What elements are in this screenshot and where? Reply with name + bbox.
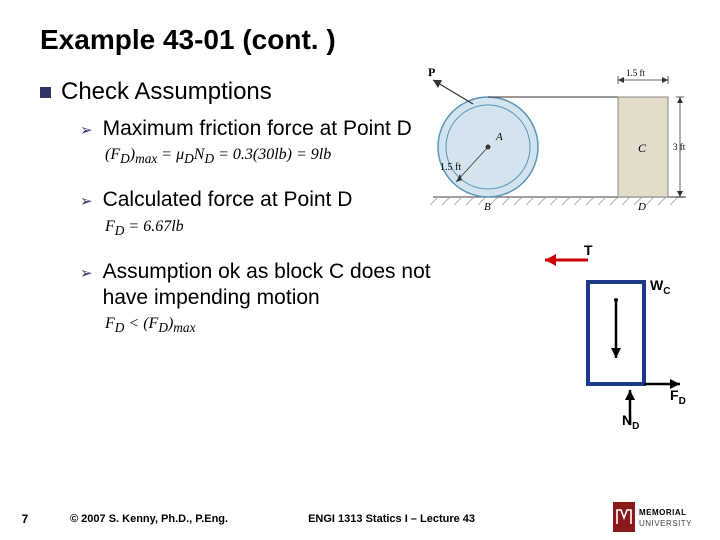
svg-text:D: D xyxy=(637,201,646,212)
page-number: 7 xyxy=(0,512,50,526)
copyright-text: © 2007 S. Kenny, Ph.D., P.Eng. xyxy=(70,513,228,525)
heading-row: Check Assumptions xyxy=(40,78,460,106)
svg-text:1.5 ft: 1.5 ft xyxy=(626,68,645,78)
arrow-bullet-icon: ➢ xyxy=(80,121,93,139)
memorial-logo: MEMORIAL UNIVERSITY xyxy=(613,502,708,532)
bullet-3-text: Assumption ok as block C does not have i… xyxy=(103,259,433,312)
free-body-diagram: T WC FD ND xyxy=(530,240,690,430)
square-bullet-icon xyxy=(40,87,51,98)
formula-2: FD = 6.67lb xyxy=(105,218,460,239)
svg-text:A: A xyxy=(495,131,503,143)
footer: 7 © 2007 S. Kenny, Ph.D., P.Eng. ENGI 13… xyxy=(0,512,720,526)
svg-text:P: P xyxy=(428,65,435,79)
svg-text:B: B xyxy=(484,201,491,212)
bullet-3: ➢ Assumption ok as block C does not have… xyxy=(80,259,460,312)
arrow-bullet-icon: ➢ xyxy=(80,264,93,282)
arrow-bullet-icon: ➢ xyxy=(80,192,93,210)
heading-text: Check Assumptions xyxy=(61,78,272,106)
svg-text:1.5 ft: 1.5 ft xyxy=(440,162,461,173)
svg-text:ND: ND xyxy=(622,412,639,430)
mechanics-figure: A 1.5 ft P C 1.5 ft 3 ft B D xyxy=(418,62,690,212)
bullet-1: ➢ Maximum friction force at Point D xyxy=(80,116,460,142)
svg-text:T: T xyxy=(584,242,593,258)
bullet-2-text: Calculated force at Point D xyxy=(103,187,353,213)
bullet-2: ➢ Calculated force at Point D xyxy=(80,187,460,213)
svg-text:UNIVERSITY: UNIVERSITY xyxy=(639,519,692,528)
formula-1: (FD)max = μDND = 0.3(30lb) = 9lb xyxy=(105,146,460,167)
svg-text:WC: WC xyxy=(650,277,670,297)
slide-title: Example 43-01 (cont. ) xyxy=(40,24,680,56)
bullet-1-text: Maximum friction force at Point D xyxy=(103,116,412,142)
course-text: ENGI 1313 Statics I – Lecture 43 xyxy=(308,513,475,525)
svg-text:3 ft: 3 ft xyxy=(673,142,686,152)
svg-text:FD: FD xyxy=(670,387,686,407)
formula-3: FD < (FD)max xyxy=(105,315,460,336)
svg-text:MEMORIAL: MEMORIAL xyxy=(639,508,687,517)
svg-text:C: C xyxy=(638,141,647,155)
